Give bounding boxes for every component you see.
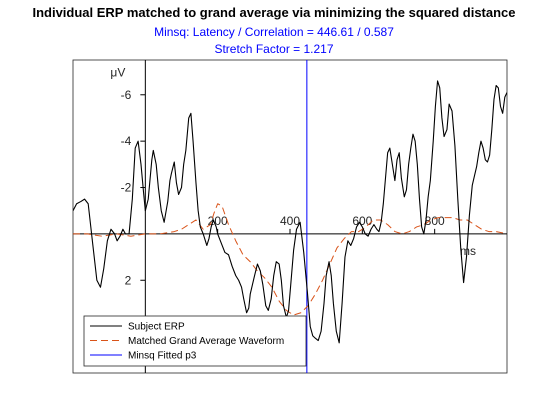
x-axis-unit-label: ms: [460, 244, 476, 258]
legend-label: Matched Grand Average Waveform: [128, 336, 284, 347]
x-tick-label: 600: [352, 214, 372, 228]
y-tick-label: -6: [121, 88, 132, 102]
y-axis-unit-label: μV: [110, 66, 125, 80]
legend-label: Subject ERP: [128, 322, 185, 333]
x-tick-label: 800: [425, 214, 445, 228]
x-tick-label: 400: [280, 214, 300, 228]
chart-title: Individual ERP matched to grand average …: [32, 5, 515, 20]
chart-subtitle-line-1: Minsq: Latency / Correlation = 446.61 / …: [154, 25, 394, 39]
plot-frame: [72, 59, 508, 374]
chart-subtitle-line-2: Stretch Factor = 1.217: [214, 42, 333, 56]
x-tick-label: 200: [208, 214, 228, 228]
subject-erp-line: [73, 80, 507, 344]
legend-label: Minsq Fitted p3: [128, 351, 197, 362]
y-tick-label: 2: [125, 273, 132, 287]
plot-area: 200 400 600 800 -6 -4 -2 2 μV ms Subject ERP Matche…: [72, 59, 508, 374]
y-tick-label: -2: [121, 181, 132, 195]
legend-box: [83, 315, 307, 367]
y-tick-label: -4: [121, 134, 132, 148]
